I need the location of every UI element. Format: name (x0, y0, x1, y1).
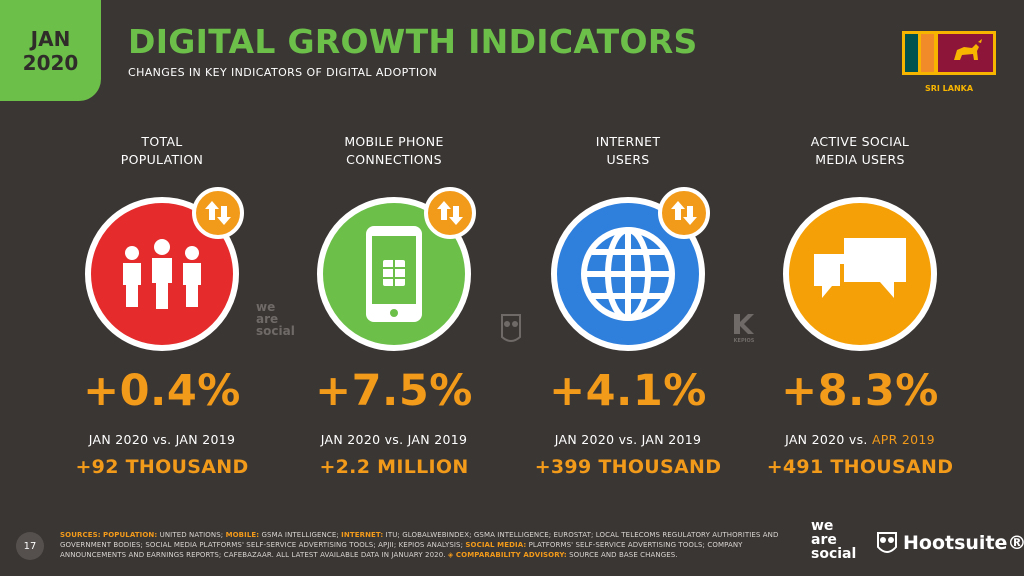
comparison-period: JAN 2020 vs. JAN 2019 (320, 432, 468, 447)
change-percent: +8.3% (781, 366, 939, 416)
up-down-arrows-icon (192, 187, 244, 239)
page-number: 17 (16, 532, 44, 560)
indicator-population: TOTAL POPULATION +0.4% JAN 2020 vs. JAN 2… (42, 0, 282, 576)
mobile-phone-icon (366, 226, 422, 322)
we-are-social-logo: we are social (811, 518, 857, 562)
absolute-change: +491 THOUSAND (766, 456, 954, 478)
change-percent: +0.4% (83, 366, 241, 416)
indicator-label: MOBILE PHONE CONNECTIONS (344, 134, 444, 167)
social-circle (783, 197, 937, 351)
page-title: DIGITAL GROWTH INDICATORS (128, 22, 698, 61)
badge-month: JAN (30, 26, 71, 51)
hootsuite-wordmark: Hootsuite® (903, 532, 1024, 554)
sources-note: SOURCES: POPULATION: UNITED NATIONS; MOB… (60, 531, 779, 559)
country-label: SRI LANKA (924, 84, 974, 93)
indicator-internet: INTERNET USERS +4.1% JAN 2020 vs. JAN 201… (508, 0, 748, 576)
we-are-social-watermark: we are social (256, 300, 295, 338)
absolute-change: +2.2 MILLION (319, 456, 469, 478)
up-down-arrows-icon (424, 187, 476, 239)
globe-icon (581, 227, 675, 321)
chat-bubbles-icon (814, 238, 906, 298)
sri-lanka-flag-icon (902, 31, 996, 75)
hootsuite-logo: Hootsuite® (876, 531, 1024, 555)
comparison-period: JAN 2020 vs. JAN 2019 (554, 432, 702, 447)
people-icon (123, 239, 201, 309)
change-percent: +7.5% (315, 366, 473, 416)
badge-year: 2020 (22, 50, 79, 75)
indicator-mobile: MOBILE PHONE CONNECTIONS +7.5% JAN 2020 v… (274, 0, 514, 576)
absolute-change: +399 THOUSAND (534, 456, 722, 478)
date-badge: JAN 2020 (0, 0, 101, 101)
absolute-change: +92 THOUSAND (75, 456, 249, 478)
up-down-arrows-icon (658, 187, 710, 239)
page-subtitle: CHANGES IN KEY INDICATORS OF DIGITAL ADO… (128, 66, 438, 79)
hootsuite-owl-watermark-icon (500, 313, 522, 349)
hootsuite-owl-icon (877, 532, 897, 553)
kepios-watermark: KEPIOS (732, 312, 756, 344)
population-circle (85, 197, 239, 351)
comparison-period: JAN 2020 vs. JAN 2019 (88, 432, 236, 447)
change-percent: +4.1% (549, 366, 707, 416)
indicator-label: INTERNET USERS (595, 134, 661, 167)
comparison-period: JAN 2020 vs. APR 2019 (785, 432, 935, 447)
indicator-label: TOTAL POPULATION (120, 134, 204, 167)
indicator-social-media: ACTIVE SOCIAL MEDIA USERS +8.3% JAN 2020 … (740, 0, 980, 576)
indicator-label: ACTIVE SOCIAL MEDIA USERS (810, 134, 910, 167)
kepios-icon (734, 314, 754, 334)
